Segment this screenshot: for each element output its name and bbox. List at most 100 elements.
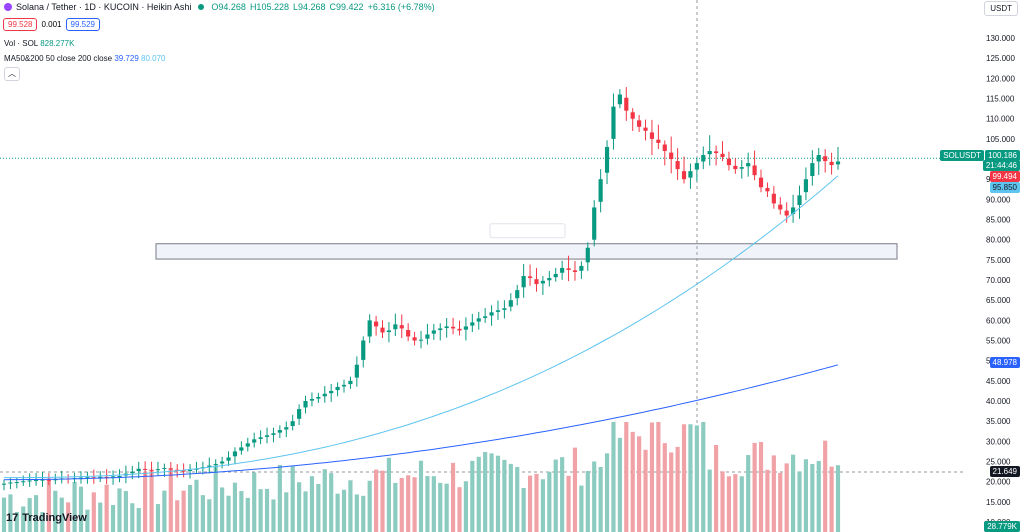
candle-body bbox=[303, 401, 308, 408]
candle-body bbox=[149, 469, 154, 471]
symbol-title[interactable]: Solana / Tether · 1D · KUCOIN · Heikin A… bbox=[16, 2, 192, 12]
volume-value: 828.277K bbox=[40, 39, 75, 48]
price-axis-tick-label: 75.000 bbox=[986, 256, 1011, 265]
candle-body bbox=[341, 384, 347, 387]
candle-body bbox=[98, 476, 103, 478]
volume-bar bbox=[194, 479, 199, 532]
collapse-legend-chevron-icon[interactable]: ︿ bbox=[4, 67, 20, 81]
volume-bar bbox=[656, 422, 661, 532]
volume-bar bbox=[380, 470, 385, 532]
price-axis-tick-label: 70.000 bbox=[986, 276, 1011, 285]
candle-body bbox=[444, 326, 449, 329]
currency-button[interactable]: USDT bbox=[984, 1, 1018, 16]
price-axis-tick-label: 130.000 bbox=[986, 34, 1015, 43]
volume-bar bbox=[290, 465, 295, 532]
volume-bar bbox=[239, 491, 244, 532]
zone-label-box bbox=[489, 223, 566, 239]
candle-body bbox=[643, 127, 648, 131]
ma50-value: 39.729 bbox=[114, 54, 139, 63]
candle-body bbox=[239, 447, 244, 451]
volume-bar bbox=[758, 442, 764, 532]
market-open-dot-icon bbox=[198, 4, 205, 10]
candle-body bbox=[412, 337, 417, 341]
ma-legend[interactable]: MA50&200 50 close 200 close 39.729 80.07… bbox=[4, 54, 165, 63]
price-axis-tick-label: 55.000 bbox=[986, 337, 1011, 346]
volume-bar bbox=[232, 482, 238, 532]
countdown-tag: 21:44:46 bbox=[982, 160, 1020, 171]
candle-body bbox=[457, 328, 462, 331]
volume-bar bbox=[220, 487, 225, 532]
volume-bar bbox=[412, 477, 417, 532]
crosshair-price-tag: 21.649 bbox=[989, 466, 1020, 477]
volume-bar bbox=[245, 497, 250, 532]
candle-body bbox=[297, 409, 302, 419]
trade-price-row: 99.528 0.001 99.529 bbox=[3, 18, 100, 31]
candle-body bbox=[181, 470, 186, 472]
candle-body bbox=[450, 326, 456, 329]
volume-bar bbox=[662, 443, 667, 532]
volume-bar bbox=[791, 454, 796, 532]
candle-body bbox=[110, 476, 116, 478]
candle-body bbox=[592, 207, 597, 240]
volume-bar bbox=[508, 463, 513, 532]
candle-body bbox=[701, 155, 706, 162]
candle-body bbox=[168, 468, 173, 470]
buy-price-button[interactable]: 99.529 bbox=[65, 18, 100, 31]
volume-bar bbox=[72, 481, 77, 532]
volume-bar bbox=[592, 461, 597, 532]
candle-body bbox=[502, 308, 507, 310]
candle-body bbox=[630, 112, 635, 119]
volume-bar bbox=[637, 436, 642, 532]
candle-body bbox=[143, 468, 148, 470]
volume-bar bbox=[726, 476, 732, 532]
candle-body bbox=[335, 386, 340, 391]
volume-bar bbox=[8, 494, 13, 532]
volume-bar bbox=[200, 495, 205, 532]
volume-bar bbox=[701, 422, 706, 532]
volume-bar bbox=[624, 422, 629, 532]
tradingview-logo[interactable]: 17 TradingView bbox=[6, 512, 87, 524]
volume-bar bbox=[425, 476, 430, 532]
volume-bar bbox=[354, 494, 359, 532]
volume-bar bbox=[110, 505, 116, 532]
candle-body bbox=[399, 325, 404, 329]
volume-bar bbox=[675, 446, 680, 532]
candle-body bbox=[431, 330, 436, 334]
volume-bar bbox=[572, 447, 578, 532]
volume-legend[interactable]: Vol · SOL 828.277K bbox=[4, 39, 74, 48]
candle-body bbox=[348, 380, 353, 385]
volume-bar bbox=[226, 495, 231, 532]
volume-bar bbox=[669, 452, 674, 532]
candle-body bbox=[354, 364, 359, 378]
volume-bar bbox=[630, 431, 635, 532]
ma200-value: 80.070 bbox=[141, 54, 166, 63]
candle-body bbox=[85, 477, 90, 479]
volume-bar bbox=[367, 480, 372, 532]
volume-bar bbox=[348, 480, 353, 532]
volume-bar bbox=[649, 422, 655, 532]
candle-body bbox=[220, 461, 225, 464]
candle-body bbox=[553, 273, 558, 278]
volume-bar bbox=[316, 483, 321, 532]
volume-bar bbox=[816, 460, 821, 532]
volume-bar bbox=[91, 492, 96, 532]
volume-bar bbox=[181, 490, 186, 532]
volume-bar bbox=[823, 440, 828, 532]
volume-bar bbox=[59, 497, 64, 532]
volume-bar bbox=[252, 472, 257, 532]
candle-body bbox=[649, 132, 655, 139]
volume-bar bbox=[329, 473, 334, 532]
candle-body bbox=[675, 161, 680, 170]
candle-body bbox=[463, 326, 468, 330]
candle-body bbox=[547, 278, 552, 281]
volume-bar bbox=[547, 471, 552, 532]
volume-last-tag: 28.779K bbox=[984, 521, 1020, 532]
candle-body bbox=[316, 396, 321, 399]
price-axis-tick-label: 30.000 bbox=[986, 437, 1011, 446]
sell-price-button[interactable]: 99.528 bbox=[3, 18, 38, 31]
candle-body bbox=[617, 94, 622, 105]
volume-bar bbox=[33, 495, 39, 532]
price-axis-tick-label: 90.000 bbox=[986, 195, 1011, 204]
candle-body bbox=[40, 479, 45, 481]
